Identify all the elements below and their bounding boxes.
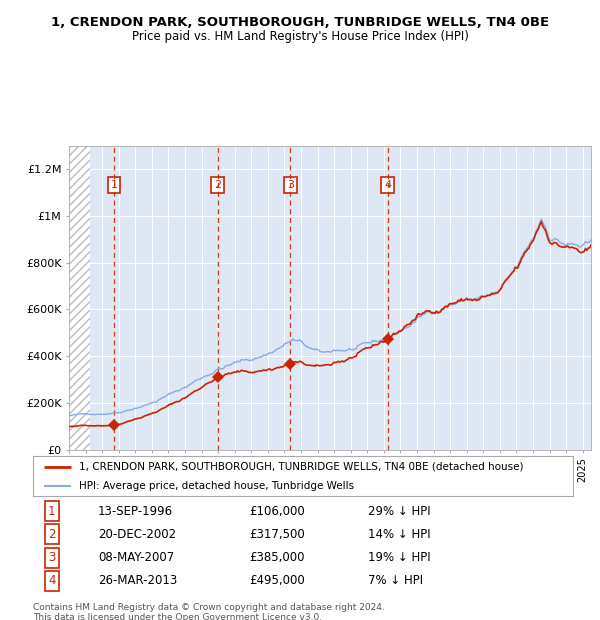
Text: £106,000: £106,000 <box>249 505 305 518</box>
Text: 3: 3 <box>287 180 294 190</box>
Text: £495,000: £495,000 <box>249 575 305 587</box>
Text: 1: 1 <box>110 180 118 190</box>
Text: 14% ↓ HPI: 14% ↓ HPI <box>368 528 430 541</box>
Text: 7% ↓ HPI: 7% ↓ HPI <box>368 575 423 587</box>
Text: Contains HM Land Registry data © Crown copyright and database right 2024.
This d: Contains HM Land Registry data © Crown c… <box>33 603 385 620</box>
Text: 4: 4 <box>384 180 391 190</box>
Text: HPI: Average price, detached house, Tunbridge Wells: HPI: Average price, detached house, Tunb… <box>79 481 354 491</box>
Text: 2: 2 <box>48 528 56 541</box>
Text: 20-DEC-2002: 20-DEC-2002 <box>98 528 176 541</box>
Text: 1, CRENDON PARK, SOUTHBOROUGH, TUNBRIDGE WELLS, TN4 0BE: 1, CRENDON PARK, SOUTHBOROUGH, TUNBRIDGE… <box>51 16 549 29</box>
Bar <box>69 146 90 450</box>
Text: £385,000: £385,000 <box>249 551 305 564</box>
Text: 2: 2 <box>214 180 221 190</box>
Text: 19% ↓ HPI: 19% ↓ HPI <box>368 551 430 564</box>
Text: Price paid vs. HM Land Registry's House Price Index (HPI): Price paid vs. HM Land Registry's House … <box>131 30 469 43</box>
Text: 1: 1 <box>48 505 56 518</box>
Text: 29% ↓ HPI: 29% ↓ HPI <box>368 505 430 518</box>
Text: 26-MAR-2013: 26-MAR-2013 <box>98 575 177 587</box>
Text: 4: 4 <box>48 575 56 587</box>
Text: 13-SEP-1996: 13-SEP-1996 <box>98 505 173 518</box>
Text: 3: 3 <box>48 551 56 564</box>
Text: £317,500: £317,500 <box>249 528 305 541</box>
Text: 1, CRENDON PARK, SOUTHBOROUGH, TUNBRIDGE WELLS, TN4 0BE (detached house): 1, CRENDON PARK, SOUTHBOROUGH, TUNBRIDGE… <box>79 462 523 472</box>
Text: 08-MAY-2007: 08-MAY-2007 <box>98 551 174 564</box>
